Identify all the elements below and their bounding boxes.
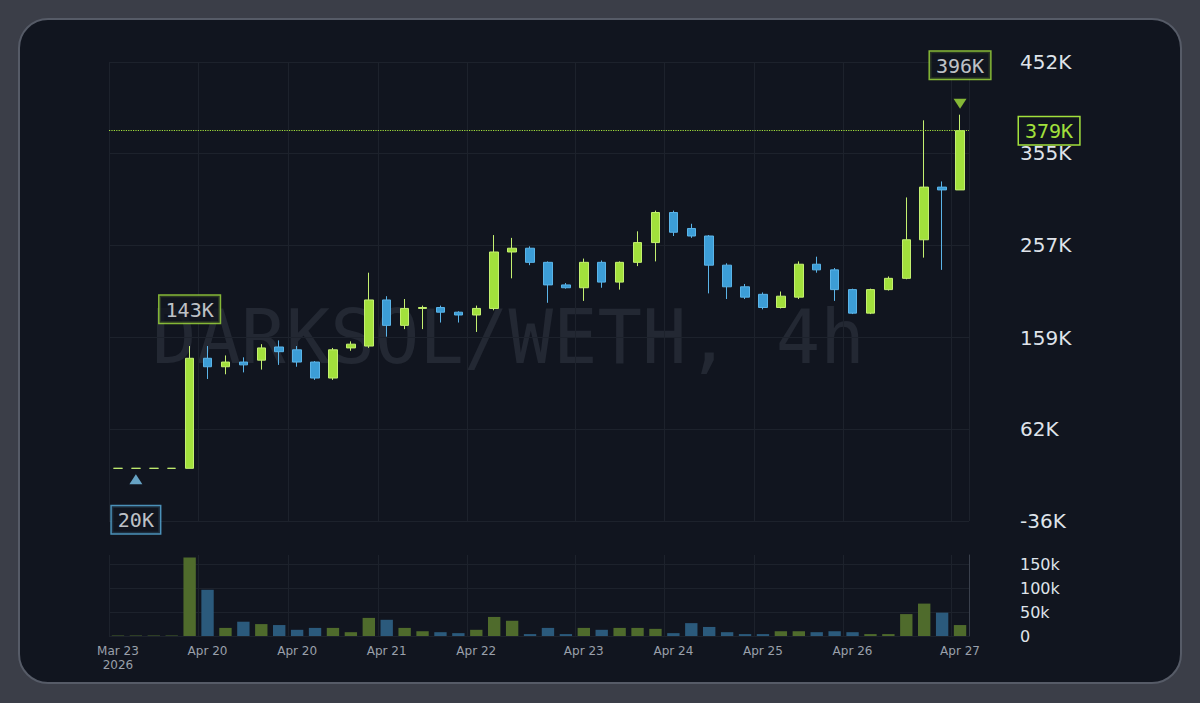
svg-text:50k: 50k [1020, 603, 1050, 622]
svg-text:Apr 26: Apr 26 [833, 644, 873, 658]
svg-text:355K: 355K [1020, 141, 1072, 166]
svg-text:396K: 396K [936, 54, 984, 78]
svg-text:0: 0 [1020, 627, 1030, 646]
svg-text:2026: 2026 [103, 658, 134, 672]
svg-text:143K: 143K [166, 298, 214, 322]
svg-text:452K: 452K [1020, 50, 1072, 74]
svg-text:20K: 20K [118, 508, 154, 532]
svg-text:DARKSOL/WETH, 4h: DARKSOL/WETH, 4h [152, 294, 865, 380]
svg-text:-36K: -36K [1020, 509, 1067, 533]
svg-text:Apr 21: Apr 21 [367, 644, 407, 658]
svg-text:Apr 25: Apr 25 [743, 644, 783, 658]
svg-text:159K: 159K [1020, 326, 1072, 350]
svg-text:Apr 27: Apr 27 [940, 644, 980, 658]
svg-text:Apr 20: Apr 20 [277, 644, 317, 658]
svg-text:Apr 23: Apr 23 [564, 644, 604, 658]
svg-text:Mar 23: Mar 23 [97, 644, 139, 658]
svg-text:Apr 22: Apr 22 [456, 644, 496, 658]
svg-text:100k: 100k [1020, 579, 1061, 598]
svg-text:62K: 62K [1020, 417, 1059, 441]
svg-text:150k: 150k [1020, 555, 1061, 574]
svg-text:Apr 20: Apr 20 [188, 644, 228, 658]
svg-text:257K: 257K [1020, 233, 1072, 257]
svg-text:Apr 24: Apr 24 [653, 644, 693, 658]
svg-text:379K: 379K [1025, 119, 1073, 143]
